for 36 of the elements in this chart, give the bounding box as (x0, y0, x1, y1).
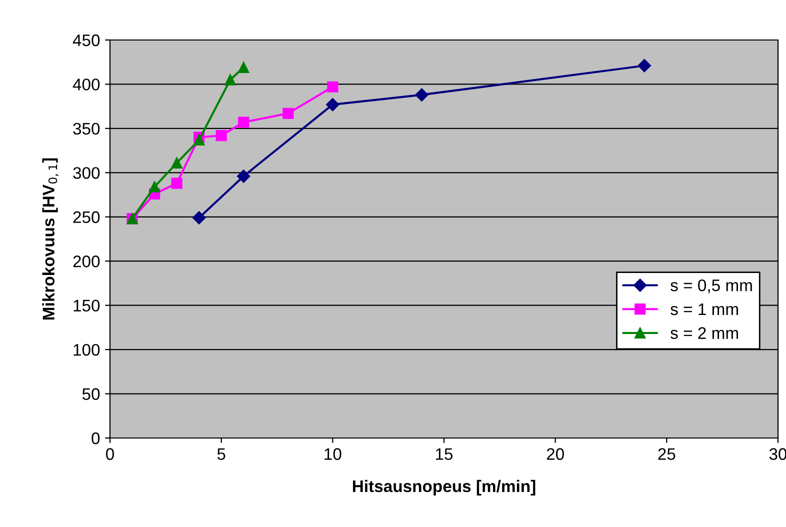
y-tick-label: 300 (73, 167, 100, 179)
y-tick-label: 400 (72, 78, 100, 90)
y-tick-label: 150 (74, 300, 100, 312)
y-tick-label: 100 (74, 344, 100, 356)
x-axis-title: Hitsausnopeus [m/min] (352, 480, 536, 496)
x-tick-label: 10 (324, 448, 342, 460)
x-tick-label: 0 (106, 448, 114, 460)
legend-label: s = 0,5 mm (670, 279, 752, 294)
x-tick-label: 15 (436, 448, 453, 460)
y-tick-label: 450 (72, 34, 100, 46)
point (194, 134, 205, 146)
y-tick-label: 0 (92, 432, 100, 444)
point (192, 211, 206, 224)
y-tick-label: 250 (73, 211, 100, 224)
point (238, 116, 250, 128)
x-tick-label: 5 (217, 448, 226, 460)
y-tick-label: 350 (73, 122, 100, 135)
point (282, 108, 294, 119)
y-axis-title: Mikrokovuus [HV$_{0,1}$] (42, 158, 58, 320)
point (238, 62, 250, 73)
point (216, 130, 227, 142)
point (224, 74, 236, 86)
y-tick-label: 200 (73, 256, 100, 268)
legend-label: s = 1 mm (670, 303, 738, 316)
point (171, 178, 182, 189)
point (171, 157, 182, 168)
point (148, 181, 160, 192)
point (638, 59, 651, 72)
point (237, 170, 250, 183)
point (415, 88, 428, 102)
point (326, 98, 340, 112)
point (327, 81, 338, 92)
x-tick-label: 25 (658, 448, 676, 460)
x-tick-label: 20 (546, 448, 564, 460)
legend-label: s = 2 mm (670, 327, 738, 339)
y-tick-label: 50 (82, 388, 100, 400)
